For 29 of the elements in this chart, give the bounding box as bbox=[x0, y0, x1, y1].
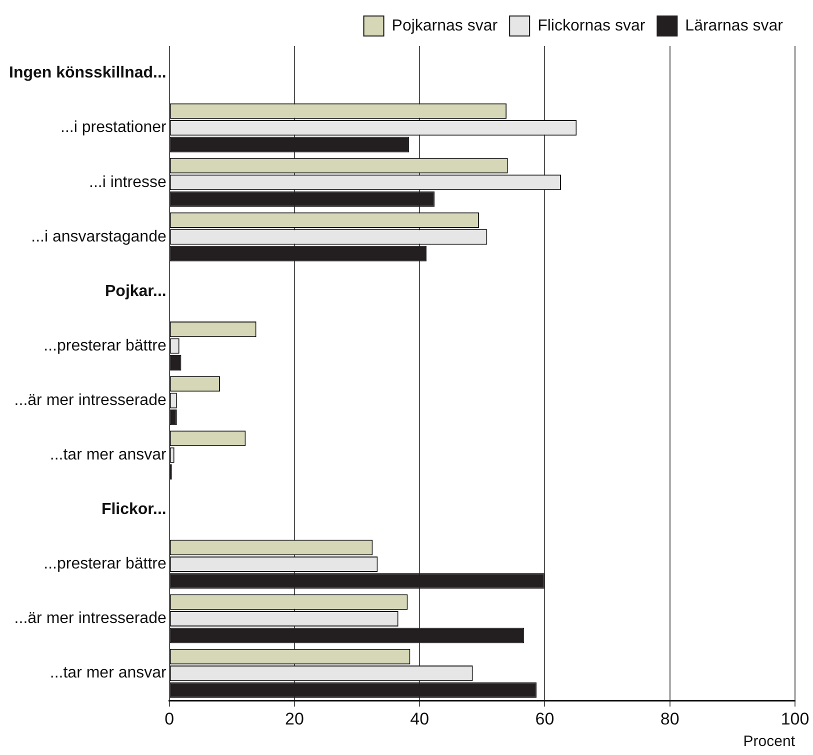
bar bbox=[170, 410, 177, 426]
y-tick-label: ...är mer intresserade bbox=[14, 610, 166, 628]
y-tick-label: ...i prestationer bbox=[60, 119, 168, 136]
x-tick-label: 60 bbox=[535, 709, 554, 728]
y-tick-label: ...i ansvarstagande bbox=[31, 228, 166, 246]
y-tick-label: ...presterar bättre bbox=[44, 556, 166, 573]
y-tick-label: ...presterar bättre bbox=[44, 337, 166, 354]
bar bbox=[170, 136, 409, 152]
bar bbox=[170, 682, 537, 698]
x-tick-label: 0 bbox=[164, 709, 174, 728]
y-tick-label: Pojkar... bbox=[104, 282, 166, 300]
y-tick-label: ...tar mer ansvar bbox=[50, 446, 168, 464]
y-tick-label: Flickor... bbox=[101, 501, 166, 518]
y-tick-label: Ingen könsskillnad... bbox=[8, 64, 166, 82]
legend-label: Lärarnas svar bbox=[685, 17, 784, 34]
x-tick-label: 80 bbox=[660, 709, 680, 728]
bar bbox=[170, 573, 545, 589]
bar bbox=[170, 191, 435, 207]
x-tick-label: 20 bbox=[285, 709, 304, 728]
y-tick-label: ...tar mer ansvar bbox=[50, 664, 168, 682]
y-tick-label: ...är mer intresserade bbox=[14, 392, 166, 409]
legend-label: Pojkarnas svar bbox=[392, 17, 498, 34]
x-axis-title: Procent bbox=[743, 733, 796, 750]
legend-label: Flickornas svar bbox=[538, 17, 646, 34]
bar bbox=[170, 246, 427, 262]
x-tick-label: 100 bbox=[780, 709, 810, 728]
y-tick-label: ...i intresse bbox=[89, 174, 166, 191]
bar bbox=[170, 628, 524, 644]
x-tick-label: 40 bbox=[410, 709, 430, 728]
